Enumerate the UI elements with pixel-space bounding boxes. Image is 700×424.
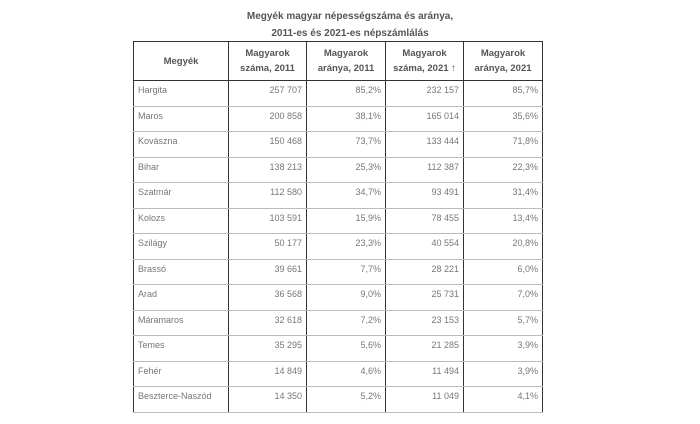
county-name: Hargita	[133, 80, 229, 107]
table-cell: 11 494	[385, 360, 464, 387]
table-title: Megyék magyar népességszáma és aránya, 2…	[0, 8, 700, 42]
county-name: Beszterce-Naszód	[133, 386, 229, 413]
table-row: Hargita 257 707 85,2% 232 157 85,7%	[133, 80, 543, 107]
table-cell: 9,0%	[306, 284, 386, 311]
column-header-3[interactable]: Magyarok száma, 2021 ↑	[385, 41, 464, 81]
table-cell: 3,9%	[463, 360, 543, 387]
table-cell: 112 387	[385, 156, 464, 183]
table-cell: 78 455	[385, 207, 464, 234]
table-cell: 11 049	[385, 386, 464, 413]
column-header-0[interactable]: Megyék	[133, 41, 229, 81]
table-cell: 39 661	[228, 258, 307, 285]
table-row: Máramaros 32 618 7,2% 23 153 5,7%	[133, 309, 543, 336]
table-row: Arad 36 568 9,0% 25 731 7,0%	[133, 284, 543, 311]
table-cell: 14 350	[228, 386, 307, 413]
table-cell: 4,6%	[306, 360, 386, 387]
column-header-4[interactable]: Magyarok aránya, 2021	[463, 41, 543, 81]
county-name: Bihar	[133, 156, 229, 183]
table-cell: 85,7%	[463, 80, 543, 107]
table-cell: 40 554	[385, 233, 464, 260]
table-cell: 35,6%	[463, 105, 543, 132]
table-cell: 103 591	[228, 207, 307, 234]
table-cell: 165 014	[385, 105, 464, 132]
table-cell: 93 491	[385, 182, 464, 209]
table-cell: 23 153	[385, 309, 464, 336]
county-name: Arad	[133, 284, 229, 311]
table-cell: 21 285	[385, 335, 464, 362]
table-cell: 85,2%	[306, 80, 386, 107]
table-row: Temes 35 295 5,6% 21 285 3,9%	[133, 335, 543, 362]
table-cell: 34,7%	[306, 182, 386, 209]
table-row: Kolozs 103 591 15,9% 78 455 13,4%	[133, 207, 543, 234]
table-row: Beszterce-Naszód 14 350 5,2% 11 049 4,1%	[133, 386, 543, 413]
table-cell: 38,1%	[306, 105, 386, 132]
table-cell: 5,7%	[463, 309, 543, 336]
table-cell: 71,8%	[463, 131, 543, 158]
county-name: Szilágy	[133, 233, 229, 260]
title-line-1: Megyék magyar népességszáma és aránya,	[246, 11, 454, 22]
county-name: Máramaros	[133, 309, 229, 336]
table-cell: 32 618	[228, 309, 307, 336]
table-cell: 15,9%	[306, 207, 386, 234]
table-cell: 28 221	[385, 258, 464, 285]
county-name: Temes	[133, 335, 229, 362]
title-line-2: 2011-es és 2021-es népszámlálás	[271, 28, 429, 39]
table-cell: 5,6%	[306, 335, 386, 362]
table-cell: 31,4%	[463, 182, 543, 209]
table-row: Fehér 14 849 4,6% 11 494 3,9%	[133, 360, 543, 387]
table-cell: 25 731	[385, 284, 464, 311]
table-cell: 14 849	[228, 360, 307, 387]
table-cell: 138 213	[228, 156, 307, 183]
population-table: Megyék Magyarok száma, 2011 Magyarok arány…	[133, 41, 543, 413]
table-cell: 7,7%	[306, 258, 386, 285]
table-cell: 25,3%	[306, 156, 386, 183]
column-header-2[interactable]: Magyarok aránya, 2011	[306, 41, 386, 81]
county-name: Brassó	[133, 258, 229, 285]
table-cell: 22,3%	[463, 156, 543, 183]
table-cell: 7,2%	[306, 309, 386, 336]
table-cell: 5,2%	[306, 386, 386, 413]
table-row: Szatmár 112 580 34,7% 93 491 31,4%	[133, 182, 543, 209]
table-row: Brassó 39 661 7,7% 28 221 6,0%	[133, 258, 543, 285]
county-name: Szatmár	[133, 182, 229, 209]
county-name: Kovászna	[133, 131, 229, 158]
table-cell: 112 580	[228, 182, 307, 209]
table-cell: 6,0%	[463, 258, 543, 285]
table-cell: 20,8%	[463, 233, 543, 260]
table-row: Maros 200 858 38,1% 165 014 35,6%	[133, 105, 543, 132]
table-cell: 200 858	[228, 105, 307, 132]
table-row: Szilágy 50 177 23,3% 40 554 20,8%	[133, 233, 543, 260]
table-cell: 73,7%	[306, 131, 386, 158]
table-cell: 232 157	[385, 80, 464, 107]
table-cell: 133 444	[385, 131, 464, 158]
county-name: Fehér	[133, 360, 229, 387]
table-row: Bihar 138 213 25,3% 112 387 22,3%	[133, 156, 543, 183]
county-name: Maros	[133, 105, 229, 132]
table-cell: 257 707	[228, 80, 307, 107]
table-cell: 4,1%	[463, 386, 543, 413]
table-cell: 23,3%	[306, 233, 386, 260]
table-cell: 150 468	[228, 131, 307, 158]
table-cell: 36 568	[228, 284, 307, 311]
table-cell: 7,0%	[463, 284, 543, 311]
table-row: Kovászna 150 468 73,7% 133 444 71,8%	[133, 131, 543, 158]
table-cell: 35 295	[228, 335, 307, 362]
table-cell: 3,9%	[463, 335, 543, 362]
column-header-1[interactable]: Magyarok száma, 2011	[228, 41, 307, 81]
table-cell: 50 177	[228, 233, 307, 260]
county-name: Kolozs	[133, 207, 229, 234]
table-cell: 13,4%	[463, 207, 543, 234]
